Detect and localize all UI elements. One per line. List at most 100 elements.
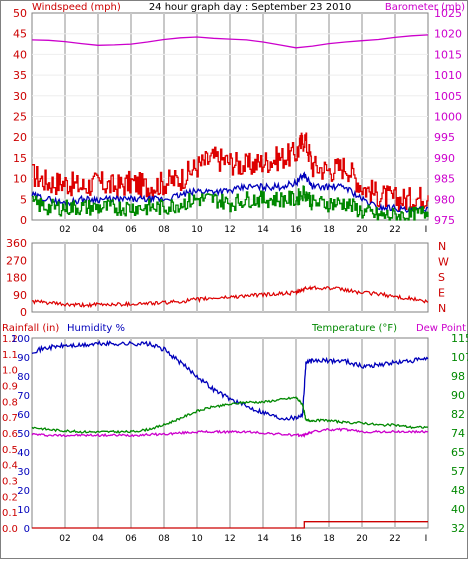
direction-grid (64, 243, 396, 312)
humidity-tick: 0 (24, 524, 30, 535)
degree-tick: 360 (6, 237, 27, 250)
hour-tick: 22 (389, 225, 400, 235)
wind-speed-line (32, 185, 429, 221)
hour-tick: 16 (290, 534, 302, 544)
barometer-tick: 980 (434, 193, 455, 206)
rain-tick: 0.9 (2, 382, 18, 393)
dewpoint-legend: Dew Point (416, 323, 466, 334)
wind-baro-panel: Windspeed (mph) 24 hour graph day : Sept… (13, 2, 465, 235)
temperature-tick: 32 (451, 522, 465, 535)
barometer-tick: 975 (434, 214, 455, 227)
rain-tick: 0.2 (2, 492, 18, 503)
rain-tick: 1.2 (2, 334, 18, 345)
barometer-tick: 1010 (434, 69, 462, 82)
hour-tick: 08 (158, 225, 170, 235)
average-wind-line (31, 171, 429, 215)
temperature-tick: 65 (451, 446, 465, 459)
barometer-tick: 1025 (434, 7, 462, 20)
humidity-tick: 80 (17, 372, 30, 383)
humidity-legend: Humidity % (67, 323, 125, 334)
windspeed-tick: 25 (13, 111, 27, 124)
windspeed-axis-title: Windspeed (mph) (32, 2, 121, 13)
hour-tick: 12 (224, 225, 235, 235)
compass-label: N (438, 240, 446, 253)
temperature-tick: 48 (451, 484, 465, 497)
windspeed-tick: 0 (20, 214, 27, 227)
rain-tick: 0.4 (2, 461, 18, 472)
windspeed-tick: 45 (13, 28, 27, 41)
hour-tick: 20 (356, 225, 368, 235)
windspeed-tick: 50 (13, 7, 27, 20)
hour-tick: 18 (323, 534, 335, 544)
hour-tick: 18 (323, 225, 335, 235)
hour-tick-end: I (425, 225, 428, 235)
humidity-tick: 60 (17, 410, 30, 421)
humidity-tick: 90 (17, 353, 30, 364)
degree-tick: 270 (6, 254, 27, 267)
rain-tick: 0.6 (2, 429, 18, 440)
rain-tick: 0.8 (2, 397, 18, 408)
humidity-tick: 100 (11, 334, 30, 345)
barometer-tick: 1005 (434, 90, 462, 103)
rain-tick: 1.0 (2, 366, 18, 377)
temp-hour-labels: 02 04 06 08 10 12 14 16 18 20 22 I (59, 534, 427, 544)
degree-tick: 90 (13, 289, 27, 302)
temperature-line (31, 396, 429, 434)
humidity-tick: 20 (17, 486, 30, 497)
gust-line (32, 132, 429, 213)
direction-series (31, 285, 429, 309)
barometer-tick: 985 (434, 173, 455, 186)
rainfall-line (32, 521, 428, 529)
rain-tick: 0.7 (2, 413, 18, 424)
temperature-tick: 115 (451, 332, 468, 345)
barometer-tick-labels: 975 980 985 990 995 1000 1005 1010 1015 1020 1025 (434, 7, 462, 227)
windspeed-tick: 30 (13, 90, 27, 103)
degree-tick: 180 (6, 272, 27, 285)
barometer-tick: 1015 (434, 48, 462, 61)
barometer-tick: 995 (434, 131, 455, 144)
rain-tick: 0.1 (2, 508, 18, 519)
hour-tick: 14 (257, 534, 269, 544)
rain-tick: 0.5 (2, 445, 18, 456)
chart-title: 24 hour graph day : September 23 2010 (149, 2, 351, 13)
hour-tick: 10 (191, 534, 203, 544)
wind-grid (32, 13, 428, 220)
windspeed-tick: 10 (13, 173, 27, 186)
compass-label: N (438, 302, 446, 315)
wind-series (31, 34, 429, 221)
windspeed-tick-labels: 0 5 10 15 20 25 30 35 40 45 50 (13, 7, 27, 227)
direction-degree-labels: 0 90 180 270 360 (6, 237, 27, 319)
rain-tick: 1.1 (2, 350, 18, 361)
humidity-tick: 10 (17, 505, 30, 516)
compass-label: S (438, 271, 445, 284)
hour-tick: 10 (191, 225, 203, 235)
temperature-tick: 98 (451, 370, 465, 383)
humidity-tick: 40 (17, 448, 30, 459)
windspeed-tick: 5 (20, 193, 27, 206)
hour-tick-end: I (425, 534, 428, 544)
temperature-tick: 90 (451, 389, 465, 402)
temperature-legend: Temperature (°F) (311, 323, 397, 334)
temperature-tick: 107 (451, 351, 468, 364)
hour-tick: 08 (158, 534, 170, 544)
temperature-tick-labels: 32 40 48 57 65 74 82 90 98 107 115 (451, 332, 468, 535)
wind-hour-labels: 02 04 06 08 10 12 14 16 18 20 22 I (59, 225, 427, 235)
barometer-tick: 1000 (434, 111, 462, 124)
compass-label: W (438, 256, 449, 269)
hour-tick: 02 (59, 225, 70, 235)
humidity-tick: 70 (17, 391, 30, 402)
rain-tick-labels: 0.0 0.1 0.2 0.3 0.4 0.5 0.6 0.7 0.8 0.9 1.0 1.1 1.2 (2, 334, 18, 535)
direction-line (31, 285, 429, 309)
hour-tick: 04 (92, 225, 104, 235)
rain-tick: 0.3 (2, 477, 18, 488)
barometer-line (31, 34, 429, 49)
hour-tick: 06 (125, 534, 137, 544)
windspeed-tick: 20 (13, 131, 27, 144)
temperature-tick: 57 (451, 465, 465, 478)
barometer-tick: 990 (434, 152, 455, 165)
rain-tick: 0.0 (2, 524, 18, 535)
dewpoint-line (31, 427, 429, 439)
